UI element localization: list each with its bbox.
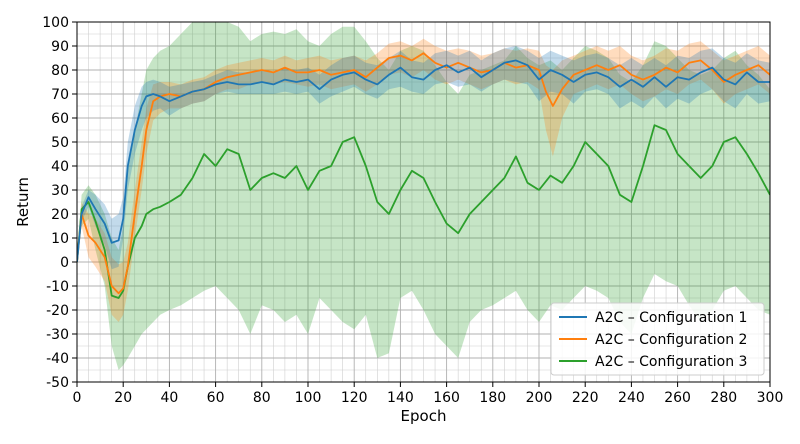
x-tick-label: 200: [526, 390, 553, 406]
y-tick-label: 80: [51, 63, 69, 79]
y-tick-label: 90: [51, 39, 69, 55]
x-tick-label: 180: [479, 390, 506, 406]
legend-label-configuration-2: A2C – Configuration 2: [595, 332, 747, 348]
band-configuration-2: [77, 38, 770, 323]
x-tick-label: 80: [253, 390, 271, 406]
x-tick-label: 300: [757, 390, 784, 406]
legend-label-configuration-1: A2C – Configuration 1: [595, 310, 747, 326]
y-tick-label: -30: [46, 327, 69, 343]
x-tick-label: 280: [710, 390, 737, 406]
y-tick-label: 0: [60, 255, 69, 271]
y-tick-label: -20: [46, 303, 69, 319]
y-tick-label: 30: [51, 183, 69, 199]
legend: A2C – Configuration 1 A2C – Configuratio…: [550, 302, 765, 376]
y-tick-label: -10: [46, 279, 69, 295]
y-tick-label: 60: [51, 111, 69, 127]
x-tick-label: 220: [572, 390, 599, 406]
legend-label-configuration-3: A2C – Configuration 3: [595, 354, 747, 370]
x-tick-label: 240: [618, 390, 645, 406]
y-tick-label: 100: [42, 15, 69, 31]
series-lines: [77, 52, 770, 299]
x-tick-label: 100: [295, 390, 322, 406]
y-tick-label: 20: [51, 207, 69, 223]
x-tick-label: 120: [341, 390, 368, 406]
legend-box: [550, 302, 765, 376]
y-axis-ticks: -50 -40 -30 -20 -10 0 10 20 30 40 50 60 70 80 90 100: [42, 15, 77, 391]
x-axis-ticks: 0 20 40 60 80 100 120 140 160 180 200 220 240 260 280 3…: [73, 382, 784, 406]
y-axis-label: Return: [14, 177, 32, 227]
y-tick-label: -40: [46, 351, 69, 367]
x-tick-label: 0: [73, 390, 82, 406]
band-configuration-1: [77, 46, 770, 270]
line-configuration-1: [77, 59, 770, 263]
confidence-bands: [77, 22, 770, 370]
x-tick-label: 40: [160, 390, 178, 406]
y-tick-label: -50: [46, 375, 69, 391]
plot-frame: [76, 21, 771, 383]
y-tick-label: 50: [51, 135, 69, 151]
y-tick-label: 40: [51, 159, 69, 175]
x-axis-label: Epoch: [401, 407, 447, 425]
line-configuration-3: [77, 124, 770, 299]
x-tick-label: 60: [207, 390, 225, 406]
y-tick-label: 10: [51, 231, 69, 247]
y-tick-label: 70: [51, 87, 69, 103]
x-tick-label: 160: [433, 390, 460, 406]
band-configuration-3: [77, 22, 770, 370]
line-configuration-2: [77, 52, 770, 295]
x-tick-label: 260: [664, 390, 691, 406]
x-tick-label: 140: [387, 390, 414, 406]
x-tick-label: 20: [114, 390, 132, 406]
